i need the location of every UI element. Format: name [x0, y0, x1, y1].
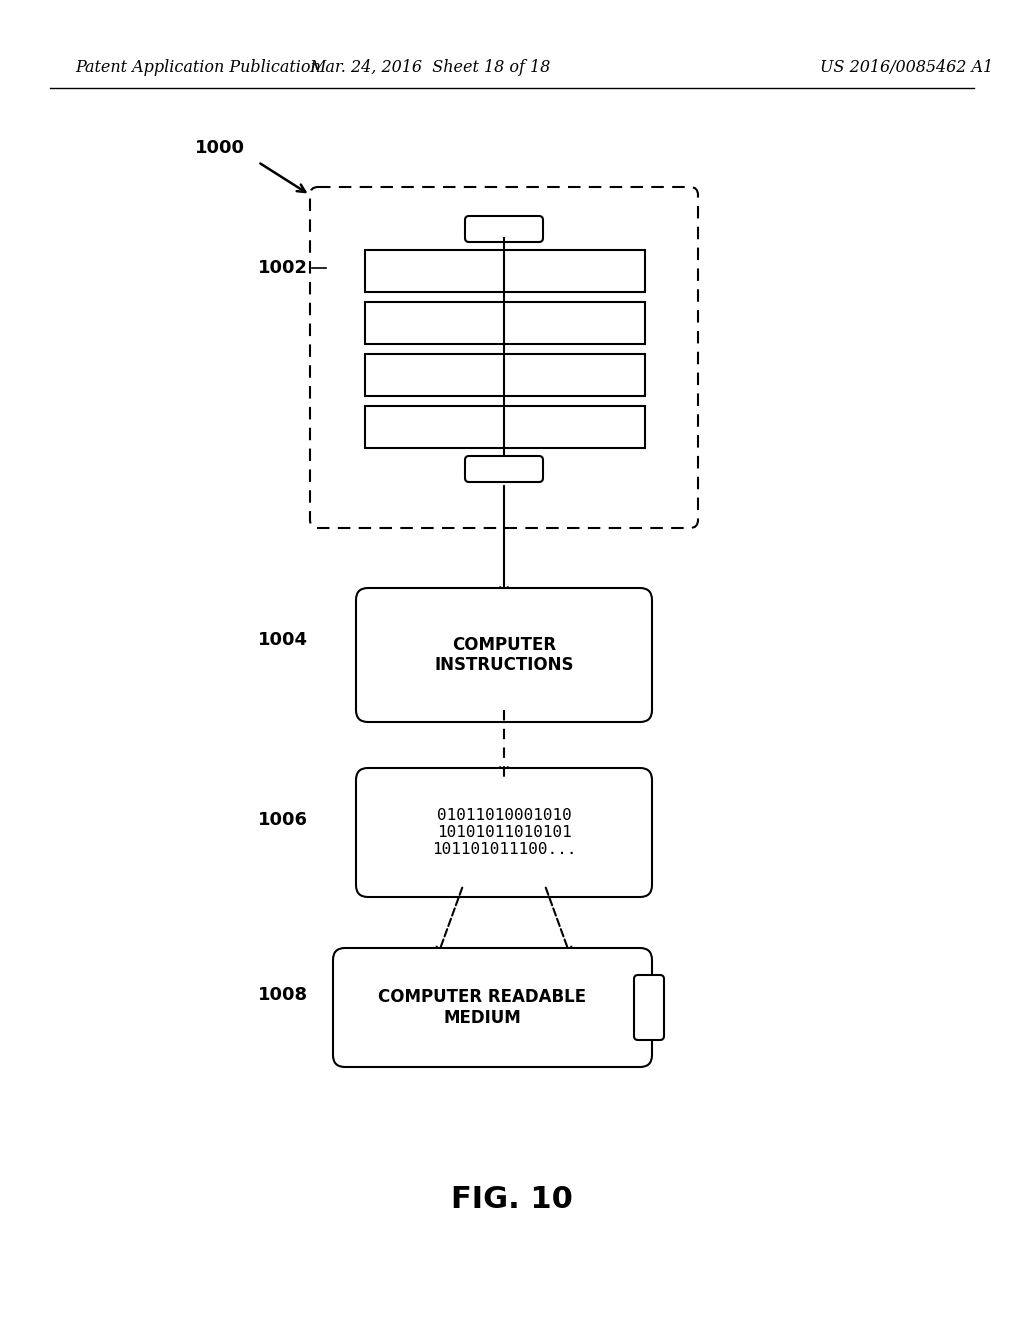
Bar — [365, 354, 645, 396]
Text: 1006: 1006 — [258, 810, 308, 829]
Bar — [365, 407, 645, 447]
FancyBboxPatch shape — [356, 587, 652, 722]
Text: 01011010001010
10101011010101
101101011100...: 01011010001010 10101011010101 1011010111… — [432, 808, 577, 858]
FancyBboxPatch shape — [333, 948, 652, 1067]
FancyBboxPatch shape — [310, 187, 698, 528]
FancyBboxPatch shape — [634, 975, 664, 1040]
Text: COMPUTER READABLE
MEDIUM: COMPUTER READABLE MEDIUM — [379, 989, 587, 1027]
Text: US 2016/0085462 A1: US 2016/0085462 A1 — [820, 59, 993, 77]
Text: 1000: 1000 — [195, 139, 245, 157]
Text: FIG. 10: FIG. 10 — [451, 1185, 573, 1214]
Bar — [365, 302, 645, 345]
Text: 1002: 1002 — [258, 259, 308, 277]
FancyBboxPatch shape — [465, 216, 543, 242]
Text: Mar. 24, 2016  Sheet 18 of 18: Mar. 24, 2016 Sheet 18 of 18 — [309, 59, 551, 77]
FancyBboxPatch shape — [356, 768, 652, 898]
Bar — [365, 249, 645, 292]
Text: Patent Application Publication: Patent Application Publication — [75, 59, 321, 77]
Text: COMPUTER
INSTRUCTIONS: COMPUTER INSTRUCTIONS — [434, 636, 573, 675]
Text: 1008: 1008 — [258, 986, 308, 1005]
Text: 1004: 1004 — [258, 631, 308, 649]
FancyBboxPatch shape — [465, 455, 543, 482]
